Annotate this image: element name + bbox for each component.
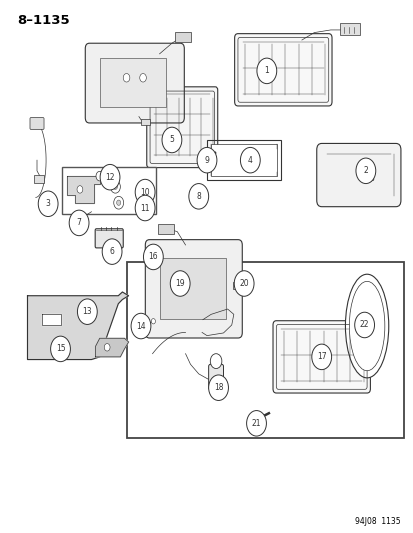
Text: 20: 20 <box>239 279 248 288</box>
Circle shape <box>135 179 154 205</box>
FancyBboxPatch shape <box>146 87 217 167</box>
Bar <box>206 140 280 180</box>
Text: 16: 16 <box>148 253 158 261</box>
Bar <box>62 166 155 214</box>
Text: 6: 6 <box>109 247 114 256</box>
Text: 8–1135: 8–1135 <box>17 14 70 27</box>
Text: 9: 9 <box>204 156 209 165</box>
Text: 11: 11 <box>140 204 150 213</box>
Circle shape <box>170 271 190 296</box>
Text: 17: 17 <box>316 352 326 361</box>
Circle shape <box>50 336 70 362</box>
Circle shape <box>113 184 117 189</box>
FancyBboxPatch shape <box>157 224 173 234</box>
Text: 8: 8 <box>196 192 201 201</box>
FancyBboxPatch shape <box>145 240 242 338</box>
Circle shape <box>100 165 120 190</box>
Bar <box>126 262 403 438</box>
FancyBboxPatch shape <box>175 31 191 42</box>
Bar <box>159 259 225 319</box>
Text: 1: 1 <box>264 67 268 75</box>
Circle shape <box>96 171 103 181</box>
FancyBboxPatch shape <box>234 34 331 106</box>
FancyBboxPatch shape <box>85 43 184 123</box>
FancyBboxPatch shape <box>272 321 370 393</box>
Circle shape <box>234 271 254 296</box>
FancyBboxPatch shape <box>339 23 360 35</box>
Circle shape <box>208 375 228 400</box>
Bar <box>100 58 165 107</box>
FancyBboxPatch shape <box>34 175 44 183</box>
Text: 22: 22 <box>359 320 368 329</box>
Circle shape <box>104 344 110 351</box>
Text: 19: 19 <box>175 279 185 288</box>
Circle shape <box>354 312 374 338</box>
Circle shape <box>131 313 150 339</box>
Circle shape <box>188 183 208 209</box>
Ellipse shape <box>349 281 384 370</box>
Circle shape <box>355 158 375 183</box>
Circle shape <box>77 185 83 193</box>
Circle shape <box>69 210 89 236</box>
Circle shape <box>151 319 155 324</box>
Polygon shape <box>27 292 128 360</box>
Text: 2: 2 <box>363 166 367 175</box>
Circle shape <box>77 299 97 325</box>
Text: 3: 3 <box>45 199 50 208</box>
FancyBboxPatch shape <box>30 118 44 130</box>
Polygon shape <box>95 338 128 357</box>
Text: 14: 14 <box>136 321 145 330</box>
Circle shape <box>143 244 163 270</box>
Circle shape <box>210 354 221 368</box>
Text: Jeep: Jeep <box>361 177 375 182</box>
Text: 5: 5 <box>169 135 174 144</box>
Text: 21: 21 <box>251 419 261 428</box>
Circle shape <box>135 195 154 221</box>
Text: 18: 18 <box>213 383 223 392</box>
Circle shape <box>311 344 331 369</box>
Text: 4: 4 <box>247 156 252 165</box>
FancyBboxPatch shape <box>233 282 242 289</box>
Text: 94J08  1135: 94J08 1135 <box>354 517 400 526</box>
FancyBboxPatch shape <box>316 143 400 207</box>
Circle shape <box>110 180 120 193</box>
Circle shape <box>114 196 123 209</box>
Text: 7: 7 <box>76 219 81 228</box>
Circle shape <box>116 200 121 205</box>
Circle shape <box>143 320 150 329</box>
Text: 15: 15 <box>56 344 65 353</box>
Circle shape <box>246 410 266 436</box>
Circle shape <box>197 148 216 173</box>
Text: 13: 13 <box>82 307 92 316</box>
Text: 10: 10 <box>140 188 150 197</box>
Ellipse shape <box>344 274 388 378</box>
Circle shape <box>38 191 58 216</box>
Polygon shape <box>42 314 60 325</box>
Text: 12: 12 <box>105 173 114 182</box>
Bar <box>211 144 276 176</box>
Circle shape <box>123 74 130 82</box>
FancyBboxPatch shape <box>95 229 123 248</box>
Polygon shape <box>66 176 100 203</box>
FancyBboxPatch shape <box>141 119 150 125</box>
Circle shape <box>240 148 260 173</box>
Circle shape <box>140 74 146 82</box>
Circle shape <box>161 127 181 153</box>
Circle shape <box>256 58 276 84</box>
Circle shape <box>102 239 122 264</box>
FancyBboxPatch shape <box>208 365 223 390</box>
